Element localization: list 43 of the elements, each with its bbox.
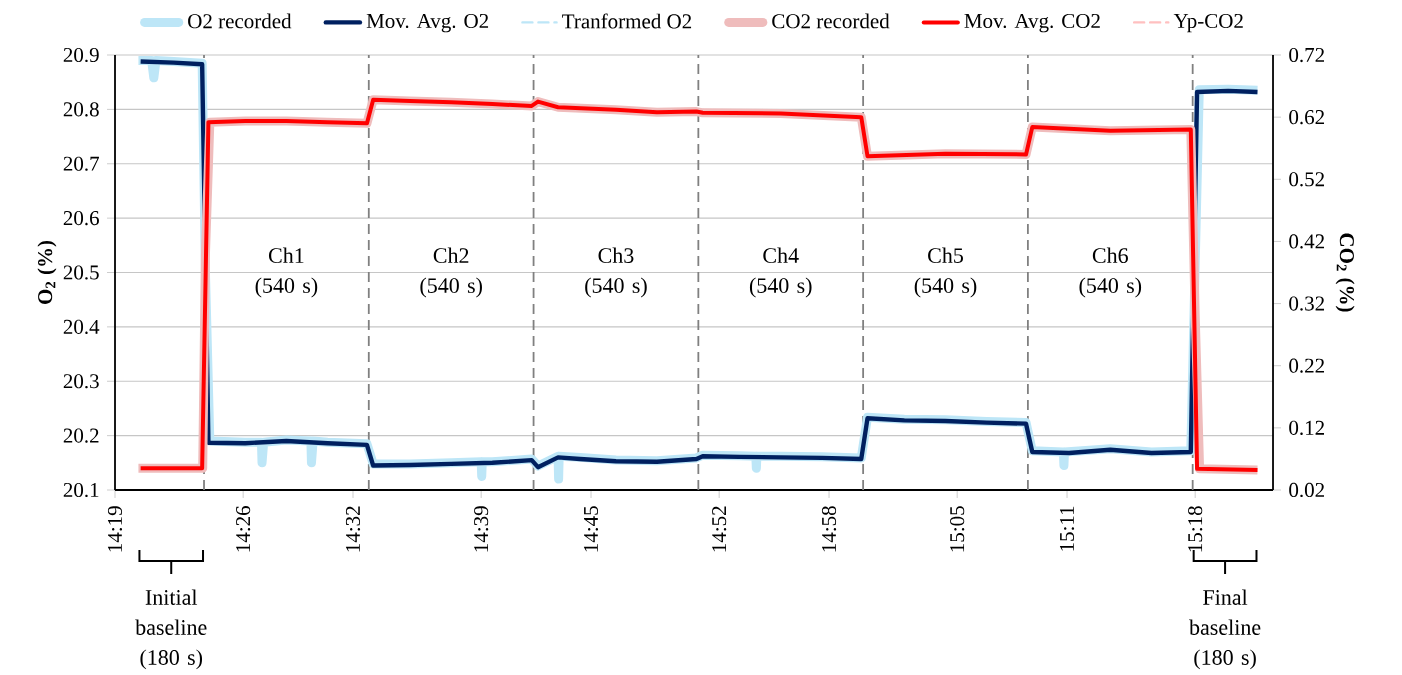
x-tick-label: 14:45 — [583, 506, 599, 552]
y2-tick-label: 0.52 — [1289, 172, 1325, 187]
text: Final baseline (180 s) — [1189, 589, 1261, 670]
legend-label: O2 recorded — [188, 13, 292, 29]
y2-tick-label: 0.72 — [1289, 47, 1325, 63]
y2-tick-label: 0.42 — [1289, 234, 1325, 249]
annotation: Ch2 (540 s) — [420, 247, 482, 298]
y-tick-label: 20.8 — [63, 102, 99, 117]
y-tick-label: 20.7 — [63, 156, 99, 171]
annotation: Ch6 (540 s) — [1079, 247, 1142, 298]
y-tick-label: 20.9 — [63, 47, 99, 63]
y2-tick-label: 0.32 — [1289, 296, 1325, 311]
annotation: Ch1 (540 s) — [255, 247, 318, 298]
annotation: Ch5 (540 s) — [914, 247, 977, 298]
x-tick-label: 14:32 — [345, 506, 361, 552]
text: Initial baseline (180 s) — [135, 589, 207, 670]
y2-tick-label: 0.22 — [1289, 358, 1325, 373]
legend-label: Tranformed O2 — [562, 13, 692, 29]
x-tick-label: 14:52 — [712, 506, 727, 552]
legend-label: Mov. Avg. CO2 — [964, 13, 1100, 33]
y2-tick-label: 0.62 — [1289, 110, 1325, 125]
x-tick-label: 14:39 — [474, 506, 489, 552]
y2-axis-title: CO$_{2}$ (%) — [1335, 233, 1355, 312]
y-tick-label: 20.6 — [63, 211, 99, 226]
x-tick-label: 15:11 — [1059, 506, 1075, 551]
y-tick-label: 20.5 — [63, 265, 99, 280]
legend-label: CO2 recorded — [772, 13, 890, 29]
x-tick-label: 14:58 — [821, 506, 837, 552]
y-tick-label: 20.4 — [63, 319, 100, 334]
annotation: Ch4 (540 s) — [749, 247, 812, 298]
x-tick-label: 15:05 — [950, 506, 965, 552]
y2-tick-label: 0.02 — [1289, 482, 1325, 498]
y2-tick-label: 0.12 — [1289, 420, 1325, 435]
legend-label: Mov. Avg. O2 — [366, 13, 489, 33]
y-axis-title: O$_{2}$ (%) — [37, 240, 57, 304]
x-tick-label: 15:18 — [1188, 506, 1203, 552]
legend-label: Yp-CO2 — [1173, 13, 1243, 33]
annotation: Ch3 (540 s) — [585, 247, 647, 298]
y-tick-label: 20.1 — [63, 482, 99, 498]
y-tick-label: 20.2 — [63, 428, 99, 443]
x-tick-label: 14:26 — [236, 506, 251, 552]
y-tick-label: 20.3 — [63, 374, 99, 389]
x-tick-label: 14:19 — [107, 506, 123, 552]
